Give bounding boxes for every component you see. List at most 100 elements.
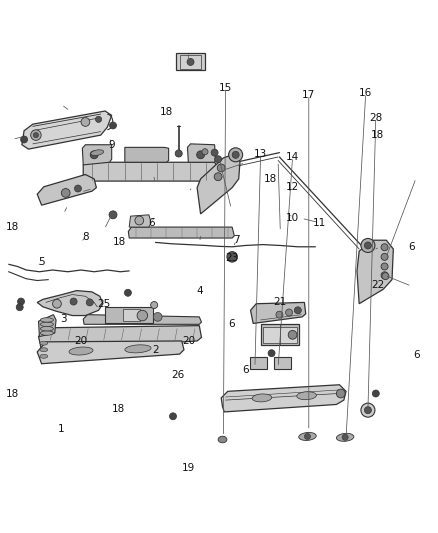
Circle shape [276, 311, 283, 318]
Polygon shape [37, 174, 96, 205]
Text: 26: 26 [171, 370, 184, 380]
Circle shape [135, 216, 144, 225]
Text: 2: 2 [152, 345, 159, 355]
Bar [261, 324, 299, 345]
Polygon shape [357, 240, 393, 304]
Polygon shape [83, 314, 201, 324]
Circle shape [214, 173, 222, 181]
Circle shape [151, 302, 158, 309]
Circle shape [187, 59, 194, 66]
Text: 18: 18 [264, 174, 277, 184]
Circle shape [361, 403, 375, 417]
Polygon shape [37, 341, 184, 364]
Circle shape [215, 156, 222, 163]
Ellipse shape [40, 327, 53, 331]
Polygon shape [197, 155, 240, 214]
Ellipse shape [69, 347, 93, 355]
Circle shape [110, 122, 117, 129]
Text: 28: 28 [369, 112, 382, 123]
Polygon shape [39, 326, 201, 351]
Circle shape [137, 310, 148, 321]
Ellipse shape [40, 331, 53, 335]
Text: 23: 23 [226, 253, 239, 263]
Text: 9: 9 [108, 140, 115, 150]
Text: 13: 13 [254, 149, 267, 159]
Polygon shape [128, 227, 234, 238]
Text: 3: 3 [60, 314, 67, 324]
Polygon shape [39, 314, 56, 336]
Text: 18: 18 [160, 107, 173, 117]
Bar [263, 327, 297, 343]
Circle shape [33, 133, 39, 138]
Polygon shape [221, 385, 346, 412]
Circle shape [268, 350, 275, 357]
Circle shape [361, 238, 375, 253]
Text: 6: 6 [148, 217, 155, 228]
Circle shape [336, 389, 345, 398]
Circle shape [153, 312, 162, 321]
Ellipse shape [297, 392, 316, 400]
Polygon shape [22, 111, 112, 149]
Bar [123, 309, 140, 321]
Polygon shape [83, 162, 217, 181]
Text: 18: 18 [112, 404, 125, 414]
Circle shape [381, 272, 388, 279]
Text: 17: 17 [302, 90, 315, 100]
Circle shape [364, 242, 371, 249]
Polygon shape [251, 302, 306, 324]
Circle shape [86, 299, 93, 306]
Circle shape [74, 185, 81, 192]
Text: 14: 14 [286, 152, 299, 162]
Ellipse shape [40, 322, 53, 327]
Bar [274, 357, 291, 369]
Circle shape [16, 304, 23, 311]
Circle shape [21, 136, 28, 143]
Text: 8: 8 [82, 232, 89, 242]
Polygon shape [129, 215, 151, 227]
Circle shape [294, 307, 301, 314]
Ellipse shape [252, 394, 272, 402]
Circle shape [197, 151, 205, 159]
Text: 4: 4 [196, 286, 203, 296]
Text: 15: 15 [219, 83, 232, 93]
Text: 10: 10 [286, 213, 299, 223]
Ellipse shape [125, 345, 151, 353]
Circle shape [382, 273, 389, 280]
Ellipse shape [299, 432, 316, 440]
Circle shape [342, 434, 348, 440]
Text: 12: 12 [286, 182, 299, 192]
Text: 20: 20 [74, 336, 88, 346]
Ellipse shape [91, 150, 104, 156]
Circle shape [229, 148, 243, 162]
Circle shape [286, 309, 293, 316]
Bar [250, 357, 267, 369]
Ellipse shape [40, 341, 48, 345]
Circle shape [170, 413, 177, 420]
Circle shape [109, 211, 117, 219]
Circle shape [61, 189, 70, 197]
Text: 16: 16 [359, 88, 372, 98]
Circle shape [364, 407, 371, 414]
Text: 18: 18 [371, 130, 384, 140]
Text: 19: 19 [182, 463, 195, 473]
Circle shape [211, 149, 218, 156]
Circle shape [31, 130, 41, 140]
Circle shape [70, 298, 77, 305]
Circle shape [288, 330, 297, 339]
Text: 22: 22 [371, 280, 384, 290]
Bar [105, 307, 153, 324]
Circle shape [304, 433, 311, 440]
Bar [176, 53, 205, 70]
Polygon shape [187, 144, 215, 162]
Circle shape [124, 289, 131, 296]
Circle shape [381, 253, 388, 260]
Text: 11: 11 [313, 217, 326, 228]
Text: 25: 25 [98, 298, 111, 309]
Text: 6: 6 [228, 319, 235, 329]
Circle shape [90, 151, 98, 159]
Circle shape [372, 390, 379, 397]
Text: 18: 18 [113, 237, 126, 247]
Circle shape [381, 263, 388, 270]
Circle shape [227, 252, 237, 262]
Text: 21: 21 [274, 296, 287, 306]
